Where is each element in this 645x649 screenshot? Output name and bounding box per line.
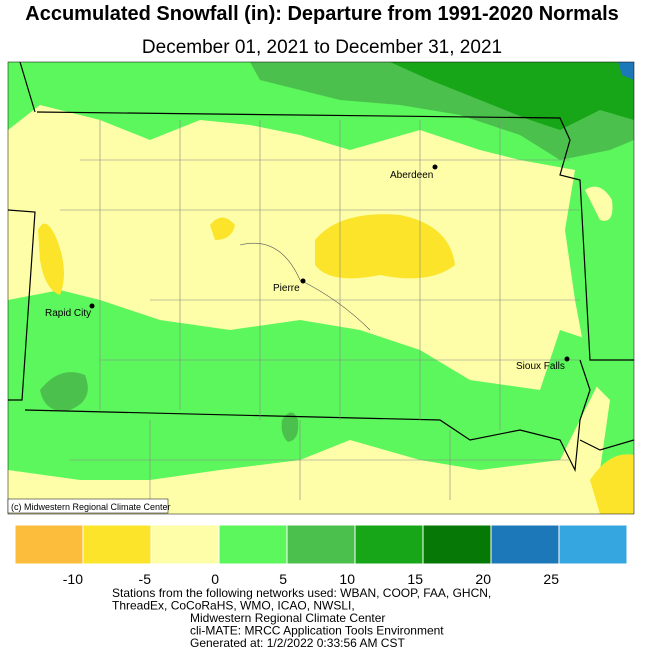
legend-tick-label: -10: [63, 571, 83, 587]
legend-swatch: [558, 524, 628, 565]
city-label: Aberdeen: [390, 170, 433, 181]
city-dot: [89, 303, 95, 309]
legend-tick-label: 25: [543, 571, 559, 587]
title: Accumulated Snowfall (in): Departure fro…: [25, 3, 619, 25]
footer-line: Stations from the following networks use…: [112, 586, 491, 600]
city-label: Pierre: [273, 283, 300, 294]
green-spot: [40, 372, 88, 411]
yellow-spot: [210, 217, 235, 240]
legend-swatch: [150, 524, 220, 565]
legend-tick-label: 0: [211, 571, 219, 587]
city-dot: [564, 356, 570, 362]
footer-line: ThreadEx, CoCoRaHS, WMO, ICAO, NWSLI,: [112, 599, 355, 613]
footer-line: Midwestern Regional Climate Center: [190, 611, 385, 625]
green-south: [8, 290, 600, 480]
credit: (c) Midwestern Regional Climate Center: [11, 502, 171, 512]
city-label: Sioux Falls: [516, 361, 565, 372]
legend-swatch: [14, 524, 84, 565]
blue: [618, 62, 634, 80]
legend-tick-label: 10: [339, 571, 355, 587]
legend-tick-label: 15: [407, 571, 423, 587]
legend-swatch: [422, 524, 492, 565]
footer-line: cli-MATE: MRCC Application Tools Environ…: [190, 624, 444, 638]
legend-swatch: [218, 524, 288, 565]
yellow-west: [38, 223, 64, 295]
legend-swatch: [490, 524, 560, 565]
pale-spot: [585, 186, 613, 221]
legend-tick-label: -5: [139, 571, 152, 587]
legend-swatch: [286, 524, 356, 565]
credit-box: [7, 498, 169, 514]
legend-swatch: [82, 524, 152, 565]
city-dot: [432, 164, 438, 170]
legend-swatch: [354, 524, 424, 565]
map: Aberdeen Pierre Rapid City Sioux Falls (…: [7, 61, 635, 515]
legend-tick-label: 20: [475, 571, 491, 587]
county-lines: [60, 120, 580, 500]
legend: -10 -5 0 5 10 15 20 25: [14, 524, 628, 587]
green-spot: [281, 412, 299, 442]
footer: Stations from the following networks use…: [112, 586, 491, 649]
footer-line: Generated at: 1/2/2022 0:33:56 AM CST: [190, 636, 405, 649]
dark-green: [390, 62, 634, 130]
legend-tick-label: 5: [279, 571, 287, 587]
city-dot: [300, 278, 306, 284]
borders: [8, 62, 634, 473]
subtitle: December 01, 2021 to December 31, 2021: [142, 37, 502, 58]
yellow-se: [590, 454, 634, 514]
map-frame: [7, 61, 635, 515]
city-label: Rapid City: [45, 308, 91, 319]
